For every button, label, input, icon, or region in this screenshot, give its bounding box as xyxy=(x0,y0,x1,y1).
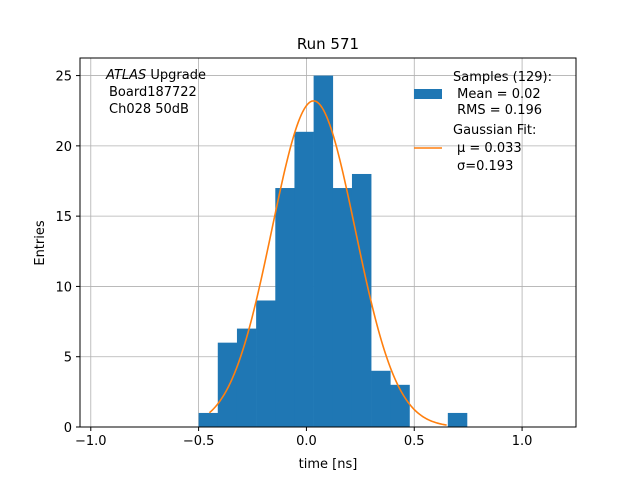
legend-mean: Mean = 0.02 xyxy=(453,87,541,102)
x-tick-label: −0.5 xyxy=(183,434,215,449)
legend: Samples (129): Mean = 0.02 RMS = 0.196 G… xyxy=(414,70,552,174)
annotation-board: Board187722 xyxy=(109,85,197,100)
histogram-bar xyxy=(371,370,391,427)
annotation-channel: Ch028 50dB xyxy=(109,102,189,117)
histogram-bar xyxy=(256,300,276,427)
upgrade-label: Upgrade xyxy=(146,68,206,83)
legend-rms: RMS = 0.196 xyxy=(453,103,542,118)
y-tick-label: 15 xyxy=(55,210,72,225)
y-tick-label: 0 xyxy=(64,421,72,436)
x-tick-label: 0.0 xyxy=(296,434,317,449)
histogram-bar xyxy=(313,75,334,428)
histogram-bar xyxy=(390,384,410,427)
legend-mu: μ = 0.033 xyxy=(457,141,522,156)
atlas-label: ATLAS xyxy=(105,68,146,83)
histogram-bar xyxy=(332,188,353,427)
histogram-bar xyxy=(275,188,295,427)
legend-gaussian-fit: Gaussian Fit: xyxy=(453,123,536,138)
histogram-bar xyxy=(217,342,238,427)
histogram-bar xyxy=(294,131,314,428)
histogram-bar xyxy=(236,328,257,427)
y-tick-label: 10 xyxy=(55,280,72,295)
y-tick-label: 5 xyxy=(64,351,72,366)
x-tick-label: 1.0 xyxy=(512,434,533,449)
y-axis-ticks: 0 5 10 15 20 25 xyxy=(55,70,80,436)
histogram-bars xyxy=(198,75,468,428)
y-axis-label: Entries xyxy=(33,220,48,266)
gaussian-fit xyxy=(208,100,447,426)
x-axis-ticks: −1.0 −0.5 0.0 0.5 1.0 xyxy=(75,427,532,449)
y-tick-label: 20 xyxy=(55,140,72,155)
x-tick-label: 0.5 xyxy=(404,434,425,449)
x-axis-label: time [ns] xyxy=(299,457,358,472)
atlas-annotation: ATLAS Upgrade Board187722 Ch028 50dB xyxy=(105,68,206,117)
legend-samples: Samples (129): xyxy=(453,70,552,85)
annotation-line-1: ATLAS Upgrade xyxy=(105,68,206,83)
gaussian-fit-curve xyxy=(208,100,447,426)
histogram-bar xyxy=(198,412,219,427)
plot-frame xyxy=(79,57,577,428)
histogram-bar xyxy=(447,412,468,427)
y-tick-label: 25 xyxy=(55,70,72,85)
legend-histogram-swatch xyxy=(414,89,442,99)
legend-sigma: σ=0.193 xyxy=(457,159,513,174)
plot-title: Run 571 xyxy=(297,35,359,53)
x-tick-label: −1.0 xyxy=(75,434,107,449)
histogram-bar xyxy=(351,173,372,427)
